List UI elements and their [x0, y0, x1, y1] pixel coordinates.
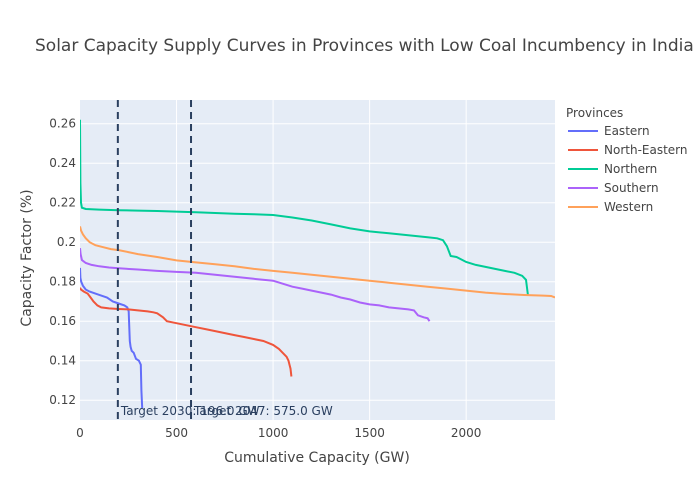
legend-entry-north-eastern: North-Eastern — [604, 143, 688, 157]
legend-title: Provinces — [566, 106, 623, 120]
y-tick-label: 0.18 — [49, 275, 76, 289]
x-tick-label: 500 — [165, 426, 188, 440]
target-annotation: Target 2047: 575.0 GW — [193, 404, 333, 418]
y-tick-label: 0.16 — [49, 314, 76, 328]
legend-entry-eastern: Eastern — [604, 124, 650, 138]
plot-background — [80, 100, 555, 420]
target-annotation: Target 2030: 196.0 GW — [120, 404, 260, 418]
y-tick-label: 0.2 — [57, 235, 76, 249]
x-tick-label: 1500 — [354, 426, 385, 440]
y-tick-label: 0.24 — [49, 156, 76, 170]
legend-entry-northern: Northern — [604, 162, 657, 176]
legend-entry-southern: Southern — [604, 181, 659, 195]
y-tick-label: 0.14 — [49, 354, 76, 368]
y-tick-label: 0.12 — [49, 393, 76, 407]
series-lines — [80, 119, 555, 409]
legend-entry-western: Western — [604, 200, 653, 214]
series-line-southern — [80, 248, 431, 322]
legend: Provinces Eastern North-Eastern Northern Sou… — [566, 106, 688, 214]
y-axis-label: Capacity Factor (%) — [19, 189, 35, 326]
x-tick-label: 2000 — [451, 426, 482, 440]
x-tick-label: 1000 — [258, 426, 289, 440]
series-line-western — [80, 226, 555, 299]
series-line-north-eastern — [80, 287, 293, 377]
x-tick-label: 0 — [76, 426, 84, 440]
plot-area: 0 500 1000 1500 2000 0.12 0.14 0.16 0.18 0.2 0.22 0… — [49, 100, 555, 440]
x-axis-label: Cumulative Capacity (GW) — [224, 450, 410, 466]
y-tick-label: 0.22 — [49, 196, 76, 210]
series-line-eastern — [80, 267, 144, 409]
y-tick-label: 0.26 — [49, 117, 76, 131]
chart-title: Solar Capacity Supply Curves in Province… — [35, 36, 694, 56]
